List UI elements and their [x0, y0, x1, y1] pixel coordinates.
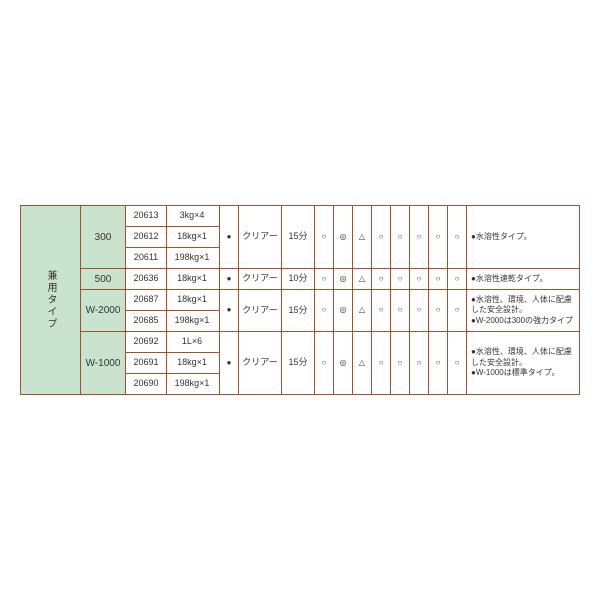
code-cell: 20687 — [126, 290, 167, 311]
code-cell: 20685 — [126, 311, 167, 332]
sym-cell: ○ — [372, 206, 391, 269]
size-cell: 198kg×1 — [167, 248, 220, 269]
note-cell: ●水溶性速乾タイプ。 — [467, 269, 580, 290]
sym-cell: △ — [353, 269, 372, 290]
color-cell: クリアー — [239, 290, 282, 332]
sym-cell: ○ — [410, 206, 429, 269]
sym-cell: ◎ — [334, 290, 353, 332]
table-row: 500 20636 18kg×1 ● クリアー 10分 ○ ◎ △ ○ ○ ○ … — [21, 269, 580, 290]
spec-table: 兼用タイプ 300 20613 3kg×4 ● クリアー 15分 ○ ◎ △ ○… — [20, 205, 580, 395]
code-cell: 20612 — [126, 227, 167, 248]
color-cell: クリアー — [239, 332, 282, 395]
size-cell: 18kg×1 — [167, 227, 220, 248]
sym-cell: ○ — [391, 332, 410, 395]
sym-cell: ○ — [410, 269, 429, 290]
sym-cell: ○ — [372, 290, 391, 332]
time-cell: 15分 — [282, 290, 315, 332]
size-cell: 1L×6 — [167, 332, 220, 353]
sym-cell: △ — [353, 332, 372, 395]
note-cell: ●水溶性タイプ。 — [467, 206, 580, 269]
model-cell: W-1000 — [81, 332, 126, 395]
dot-cell: ● — [220, 269, 239, 290]
model-cell: 500 — [81, 269, 126, 290]
sym-cell: ○ — [448, 290, 467, 332]
sym-cell: ◎ — [334, 332, 353, 395]
sym-cell: ○ — [315, 269, 334, 290]
code-cell: 20611 — [126, 248, 167, 269]
sym-cell: ○ — [315, 290, 334, 332]
sym-cell: ○ — [391, 290, 410, 332]
sym-cell: ○ — [429, 206, 448, 269]
sym-cell: ○ — [448, 332, 467, 395]
sym-cell: ○ — [429, 290, 448, 332]
category-label: 兼用タイプ — [21, 206, 81, 395]
sym-cell: ○ — [315, 206, 334, 269]
sym-cell: ○ — [410, 290, 429, 332]
sym-cell: △ — [353, 206, 372, 269]
sym-cell: ○ — [429, 269, 448, 290]
sym-cell: △ — [353, 290, 372, 332]
sym-cell: ○ — [391, 206, 410, 269]
sym-cell: ○ — [429, 332, 448, 395]
note-cell: ●水溶性、環境、人体に配慮した安全設計。●W-1000は標準タイプ。 — [467, 332, 580, 395]
sym-cell: ○ — [372, 332, 391, 395]
sym-cell: ◎ — [334, 206, 353, 269]
code-cell: 20613 — [126, 206, 167, 227]
size-cell: 198kg×1 — [167, 374, 220, 395]
size-cell: 198kg×1 — [167, 311, 220, 332]
color-cell: クリアー — [239, 206, 282, 269]
sym-cell: ○ — [410, 332, 429, 395]
size-cell: 18kg×1 — [167, 290, 220, 311]
time-cell: 15分 — [282, 332, 315, 395]
sym-cell: ○ — [315, 332, 334, 395]
size-cell: 3kg×4 — [167, 206, 220, 227]
note-cell: ●水溶性、環境、人体に配慮した安全設計。●W-2000は300の強力タイプ — [467, 290, 580, 332]
sym-cell: ○ — [391, 269, 410, 290]
sym-cell: ○ — [448, 206, 467, 269]
code-cell: 20691 — [126, 353, 167, 374]
model-cell: W-2000 — [81, 290, 126, 332]
table-row: W-2000 20687 18kg×1 ● クリアー 15分 ○ ◎ △ ○ ○… — [21, 290, 580, 311]
dot-cell: ● — [220, 290, 239, 332]
model-cell: 300 — [81, 206, 126, 269]
sym-cell: ◎ — [334, 269, 353, 290]
time-cell: 15分 — [282, 206, 315, 269]
code-cell: 20690 — [126, 374, 167, 395]
time-cell: 10分 — [282, 269, 315, 290]
dot-cell: ● — [220, 332, 239, 395]
table-row: 兼用タイプ 300 20613 3kg×4 ● クリアー 15分 ○ ◎ △ ○… — [21, 206, 580, 227]
sym-cell: ○ — [448, 269, 467, 290]
sym-cell: ○ — [372, 269, 391, 290]
size-cell: 18kg×1 — [167, 269, 220, 290]
code-cell: 20692 — [126, 332, 167, 353]
dot-cell: ● — [220, 206, 239, 269]
size-cell: 18kg×1 — [167, 353, 220, 374]
spec-table-wrapper: 兼用タイプ 300 20613 3kg×4 ● クリアー 15分 ○ ◎ △ ○… — [20, 205, 580, 395]
code-cell: 20636 — [126, 269, 167, 290]
color-cell: クリアー — [239, 269, 282, 290]
table-row: W-1000 20692 1L×6 ● クリアー 15分 ○ ◎ △ ○ ○ ○… — [21, 332, 580, 353]
